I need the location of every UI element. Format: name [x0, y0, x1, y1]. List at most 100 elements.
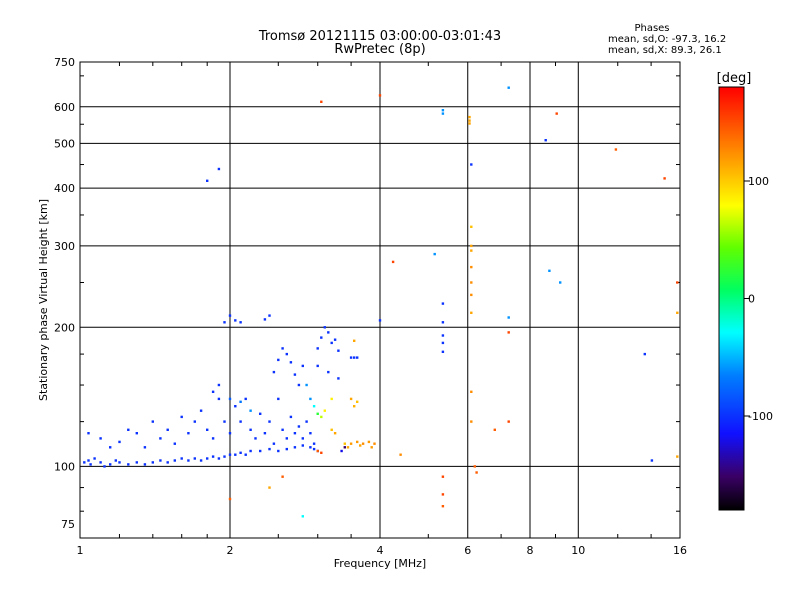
x-tick-label: 2 — [227, 544, 234, 557]
data-point — [367, 440, 371, 444]
data-point — [268, 314, 271, 317]
data-point — [206, 428, 209, 431]
data-point — [173, 442, 176, 445]
data-point — [309, 446, 312, 449]
data-point — [268, 486, 271, 489]
data-point — [301, 437, 304, 440]
colorbar-tick-label: 0 — [748, 293, 755, 306]
data-point — [370, 446, 373, 449]
data-point — [349, 442, 353, 445]
data-point — [228, 397, 232, 401]
data-point — [151, 461, 154, 464]
data-point — [234, 453, 237, 456]
colorbar-label: [deg] — [717, 71, 752, 86]
data-point — [349, 397, 353, 401]
data-point — [330, 428, 333, 431]
data-point — [559, 281, 562, 284]
data-point — [277, 358, 280, 362]
data-point — [211, 455, 215, 458]
data-point — [378, 94, 382, 97]
data-point — [159, 437, 162, 440]
data-point — [323, 409, 326, 412]
data-point — [135, 432, 138, 435]
colorbar-ticks: 100 0 -100 — [744, 175, 773, 423]
data-point — [268, 447, 271, 451]
data-point — [470, 293, 473, 297]
data-point — [470, 163, 473, 166]
data-point — [312, 405, 316, 408]
data-point — [312, 447, 316, 451]
data-point — [544, 139, 547, 142]
data-points — [83, 86, 679, 518]
x-tick-label: 4 — [377, 544, 384, 557]
data-point — [468, 119, 471, 122]
data-point — [234, 405, 237, 408]
data-point — [254, 437, 257, 440]
data-point — [211, 390, 215, 393]
data-point — [217, 397, 221, 401]
data-point — [676, 311, 679, 314]
data-point — [199, 409, 203, 412]
data-point — [441, 475, 445, 478]
data-point — [470, 225, 473, 228]
data-point — [173, 459, 176, 462]
data-point — [109, 446, 112, 449]
data-point — [118, 461, 121, 464]
data-point — [470, 311, 473, 314]
data-point — [470, 390, 473, 393]
data-point — [333, 432, 337, 435]
data-point — [441, 321, 445, 324]
data-point — [99, 437, 102, 440]
data-point — [87, 432, 90, 435]
data-point — [305, 420, 308, 423]
data-point — [614, 148, 618, 151]
y-tick-label: 400 — [54, 182, 75, 195]
data-point — [249, 449, 252, 453]
x-axis-label: Frequency [MHz] — [334, 557, 426, 570]
data-point — [228, 432, 232, 435]
data-point — [356, 440, 359, 444]
data-point — [297, 383, 301, 387]
data-point — [441, 505, 445, 508]
data-point — [293, 446, 297, 449]
grid-lines — [80, 62, 680, 538]
data-point — [285, 447, 288, 451]
data-point — [507, 331, 510, 334]
data-point — [127, 463, 130, 466]
colorbar — [718, 86, 745, 511]
data-point — [349, 356, 353, 359]
data-point — [272, 442, 276, 445]
data-point — [320, 336, 323, 339]
data-point — [470, 249, 473, 252]
data-point — [180, 415, 183, 419]
x-tick-label: 6 — [464, 544, 471, 557]
data-point — [337, 349, 340, 352]
data-point — [109, 463, 112, 466]
data-point — [263, 432, 267, 435]
data-point — [277, 397, 280, 401]
x-tick-label: 1 — [77, 544, 84, 557]
data-point — [399, 453, 402, 456]
data-point — [441, 302, 445, 305]
data-point — [199, 459, 203, 462]
y-tick-label: 600 — [54, 101, 75, 114]
data-point — [293, 373, 297, 376]
y-tick-label: 750 — [54, 56, 75, 69]
data-point — [676, 455, 679, 458]
data-point — [320, 100, 323, 103]
data-point — [643, 352, 646, 356]
data-point — [259, 412, 262, 415]
data-point — [228, 314, 232, 317]
data-point — [320, 415, 323, 419]
data-point — [301, 515, 304, 518]
y-tick-label: 500 — [54, 137, 75, 150]
data-point — [180, 457, 183, 460]
chart-subtitle: RwPretec (8p) — [334, 42, 425, 57]
data-point — [468, 122, 471, 125]
data-point — [277, 449, 280, 453]
phases-line-o: mean, sd,O: -97.3, 16.2 — [608, 34, 726, 45]
data-point — [93, 457, 96, 460]
data-point — [676, 281, 679, 284]
data-point — [305, 383, 308, 387]
